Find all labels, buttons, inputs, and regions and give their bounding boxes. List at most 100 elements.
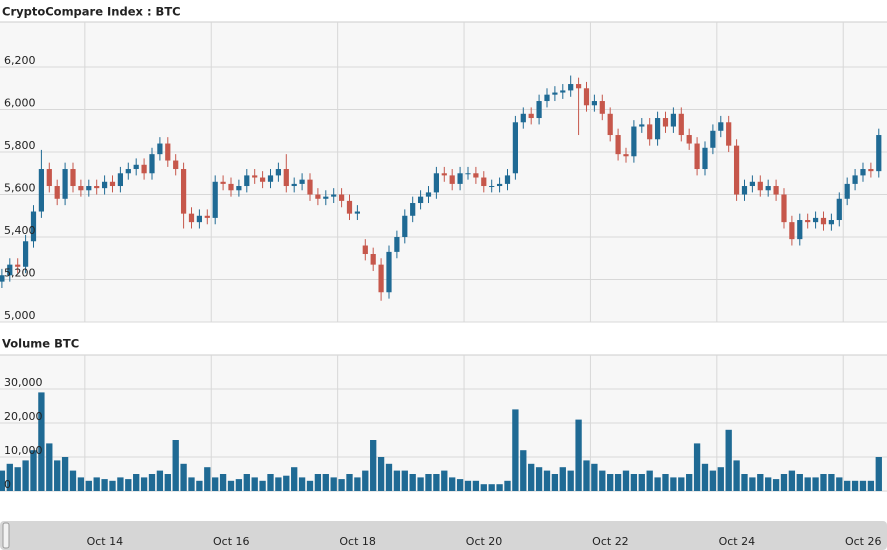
grid (0, 22, 887, 492)
candle-body (820, 217, 827, 225)
volume-bar (6, 463, 13, 491)
volume-bar (828, 474, 835, 491)
volume-bar (772, 479, 780, 491)
candle-body (575, 84, 582, 89)
x-tick-label: Oct 16 (213, 535, 250, 548)
volume-bar (725, 429, 732, 491)
volume-bar (567, 470, 574, 491)
candle-body (86, 186, 92, 191)
candle-body (741, 186, 748, 195)
candle-body (22, 241, 29, 267)
volume-bar (235, 479, 243, 491)
candle-body (718, 122, 724, 131)
candle-body (331, 194, 337, 197)
volume-bar (551, 474, 559, 491)
x-tick-label: Oct 18 (339, 535, 376, 548)
candle-body (489, 186, 495, 188)
candle-body (78, 186, 84, 191)
navigator-handle[interactable] (2, 522, 10, 549)
candle-body (465, 173, 471, 175)
volume-bar (630, 474, 638, 491)
y-tick-label: 6,200 (4, 54, 36, 67)
candle-body (528, 113, 534, 119)
volume-bar (559, 467, 566, 491)
candle-body (639, 124, 645, 127)
candle-body (844, 183, 850, 199)
candle-body (228, 183, 234, 191)
candle-body (686, 135, 692, 144)
volume-bar (575, 419, 582, 491)
volume-bar (851, 480, 859, 491)
candle-body (133, 164, 139, 170)
candle-body (410, 203, 416, 216)
volume-bar (306, 480, 314, 491)
y-tick-label: 5,000 (4, 309, 36, 322)
volume-bar (188, 477, 195, 491)
volume-bar (401, 470, 408, 491)
candle-body (283, 169, 289, 187)
candle-body (678, 113, 684, 136)
x-tick-label: Oct 24 (719, 535, 756, 548)
volume-bar (622, 470, 630, 491)
candle-body (560, 90, 566, 93)
volume-bar (654, 477, 661, 491)
candle-body (70, 169, 76, 187)
volume-bar (812, 477, 819, 491)
volume-bar (298, 477, 306, 491)
volume-bar (164, 474, 171, 491)
candle-body (370, 254, 376, 265)
volume-bar (417, 477, 424, 491)
candle-body (647, 124, 653, 140)
candle-body (38, 169, 45, 212)
volume-bar (543, 470, 551, 491)
volume-bar (109, 480, 116, 491)
candle-body (7, 264, 13, 276)
volume-bar (425, 474, 432, 491)
volume-bar (749, 477, 756, 491)
labels: Oct 14 Oct 16 Oct 18 Oct 20 Oct 22 Oct 24 Oct … (4, 54, 881, 548)
volume-bar (709, 470, 717, 491)
volume-bar (599, 470, 606, 491)
volume-bar (741, 474, 748, 491)
volume-bar (441, 470, 448, 491)
y-tick-label: 10,000 (4, 444, 43, 457)
candle-body (583, 88, 590, 106)
candle-body (157, 143, 163, 155)
volume-bar (212, 477, 219, 491)
volume-bar (314, 474, 322, 491)
candle-body (473, 173, 479, 178)
candle-body (362, 245, 368, 255)
volume-bar (780, 474, 788, 491)
volume-bar (291, 467, 298, 491)
volume-bar (875, 457, 882, 491)
y-tick-label: 5,600 (4, 182, 36, 195)
volume-bar (172, 440, 179, 491)
navigator[interactable] (0, 521, 887, 550)
volume-title: Volume BTC (2, 337, 79, 351)
candle-body (236, 186, 242, 191)
volume-bar (93, 477, 100, 491)
candle-body (702, 147, 708, 170)
volume-bar (820, 474, 827, 491)
volume-bar (488, 484, 495, 491)
volume-bar (133, 474, 140, 491)
volume-bar (456, 479, 464, 491)
volume-bar (449, 477, 456, 491)
candle-body (781, 194, 787, 223)
candle-body (141, 164, 147, 174)
candle-body (749, 181, 755, 187)
volume-bar (283, 475, 290, 491)
volume-bar (354, 477, 361, 491)
marks (0, 75, 882, 491)
candle-body (220, 181, 226, 184)
volume-bar (496, 484, 503, 491)
volume-bar (180, 463, 187, 491)
volume-bar (77, 477, 85, 491)
candle-body (46, 169, 52, 187)
candle-body (852, 175, 858, 184)
candle-body (876, 135, 882, 172)
volume-bar (646, 470, 653, 491)
candle-body (338, 194, 345, 201)
volume-bar (156, 470, 164, 491)
volume-bar (330, 477, 337, 491)
